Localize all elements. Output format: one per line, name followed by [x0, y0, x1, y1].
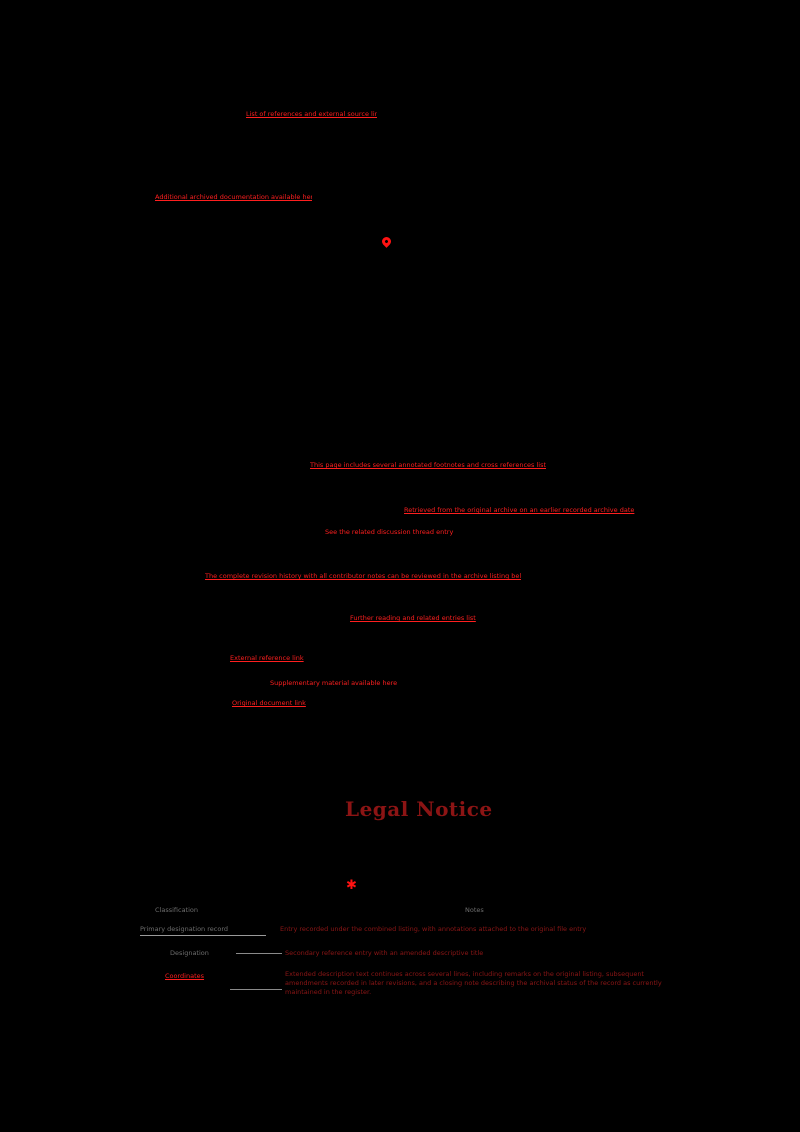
body-line-2[interactable]: Retrieved from the original archive on a…: [404, 506, 635, 514]
column-header-right: Notes: [465, 906, 484, 914]
body-line-7[interactable]: Supplementary material available here: [270, 679, 398, 687]
location-pin-icon: [380, 235, 393, 248]
body-line-5[interactable]: Further reading and related entries list: [350, 614, 476, 622]
asterisk-star-icon: ✱: [346, 878, 357, 893]
body-line-6[interactable]: External reference link: [230, 654, 304, 662]
top-link-2[interactable]: Additional archived documentation availa…: [155, 193, 312, 201]
table-row-label: Primary designation record: [140, 925, 266, 936]
leader-line: [230, 989, 282, 990]
location-pin-dot: [384, 239, 389, 244]
leader-line: [236, 953, 282, 954]
top-link-1[interactable]: List of references and external source l…: [246, 110, 377, 118]
table-row-label-link[interactable]: Coordinates: [165, 972, 205, 980]
body-line-4[interactable]: The complete revision history with all c…: [205, 572, 521, 580]
table-row-value: Extended description text continues acro…: [285, 970, 662, 996]
section-heading: Legal Notice: [345, 797, 493, 821]
table-row-value: Entry recorded under the combined listin…: [280, 925, 587, 933]
table-row-value: Secondary reference entry with an amende…: [285, 949, 484, 957]
body-line-1[interactable]: This page includes several annotated foo…: [310, 461, 546, 469]
body-line-8[interactable]: Original document link: [232, 699, 306, 707]
body-line-3[interactable]: See the related discussion thread entry: [325, 528, 454, 536]
table-row-label: Designation: [170, 949, 209, 957]
column-header-left: Classification: [155, 906, 199, 914]
